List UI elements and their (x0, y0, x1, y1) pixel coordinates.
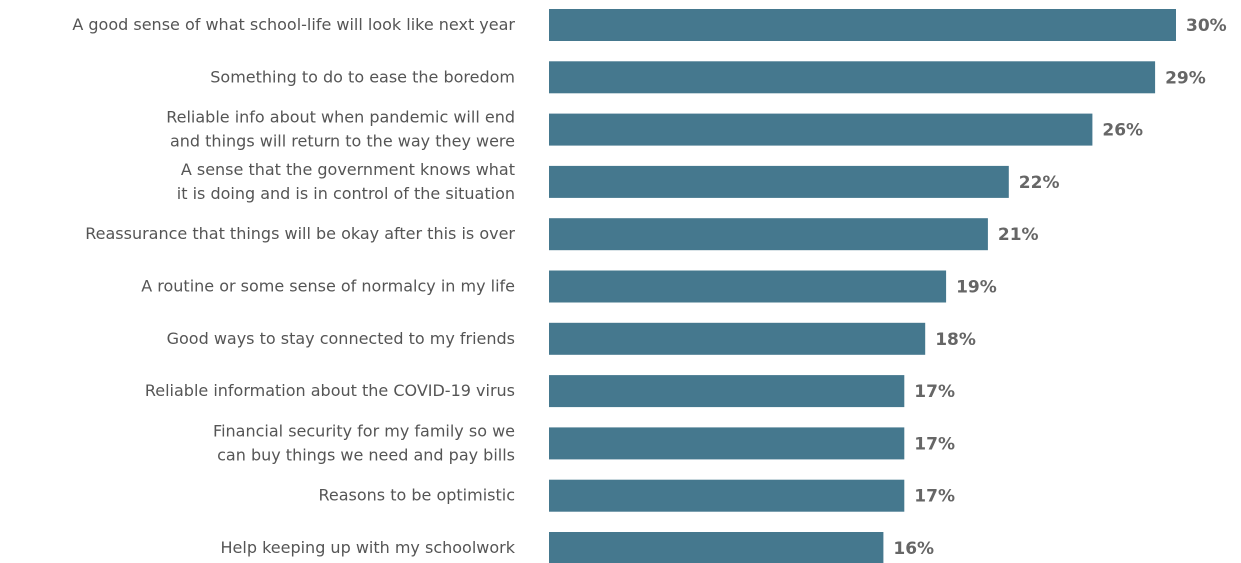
value-label: 22% (1019, 173, 1060, 193)
category-label: Help keeping up with my schoolwork (221, 538, 516, 557)
value-label: 18% (935, 330, 976, 350)
category-label: A routine or some sense of normalcy in m… (141, 276, 515, 295)
category-label: Something to do to ease the boredom (210, 67, 515, 86)
value-label: 30% (1186, 16, 1227, 36)
value-label: 29% (1165, 68, 1206, 88)
bar (549, 218, 988, 251)
bar (549, 322, 926, 355)
bar (549, 9, 1176, 41)
value-label: 17% (914, 487, 955, 507)
category-label: Financial security for my family so we ca… (213, 421, 515, 464)
category-label: A sense that the government knows what it… (177, 159, 515, 202)
value-label: 17% (914, 434, 955, 454)
category-label: Reliable information about the COVID-19 … (145, 381, 515, 400)
bar (549, 165, 1009, 198)
value-label: 16% (893, 539, 934, 559)
bar (549, 61, 1156, 94)
category-label: Reliable info about when pandemic will e… (166, 107, 515, 150)
category-label: A good sense of what school-life will lo… (72, 15, 515, 34)
bar (549, 113, 1093, 146)
value-label: 26% (1102, 121, 1143, 141)
value-label: 17% (914, 382, 955, 402)
bar (549, 427, 905, 460)
bar (549, 532, 884, 563)
value-label: 21% (998, 225, 1039, 245)
bar (549, 375, 905, 408)
bar (549, 270, 947, 303)
bar (549, 479, 905, 512)
value-label: 19% (956, 278, 997, 298)
category-label: Good ways to stay connected to my friend… (167, 328, 515, 347)
category-label: Reassurance that things will be okay aft… (85, 224, 515, 243)
category-label: Reasons to be optimistic (318, 485, 515, 504)
